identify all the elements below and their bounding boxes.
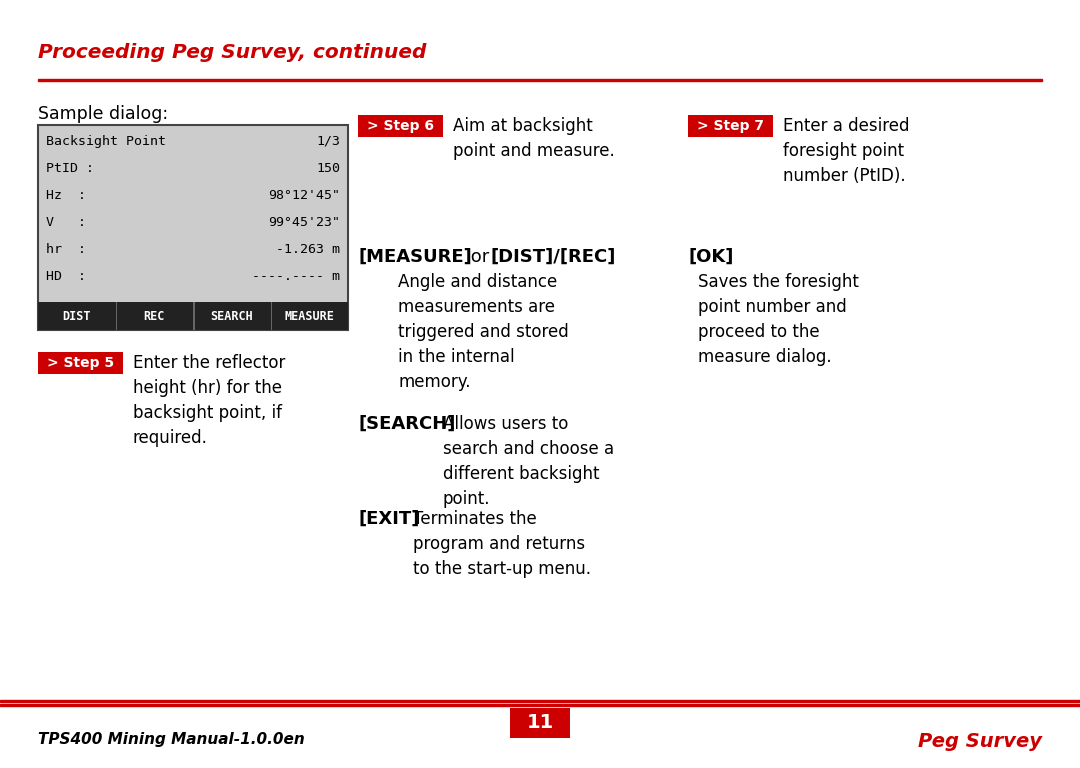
Text: SEARCH: SEARCH: [211, 310, 253, 323]
Bar: [357, 115, 443, 137]
Text: 98°12'45": 98°12'45": [268, 189, 340, 202]
Text: ----.---- m: ----.---- m: [252, 270, 340, 283]
Bar: [38, 125, 348, 330]
Text: REC: REC: [144, 310, 165, 323]
Text: 150: 150: [316, 162, 340, 175]
Text: [DIST]/[REC]: [DIST]/[REC]: [491, 248, 617, 266]
Text: Backsight Point: Backsight Point: [46, 135, 166, 148]
Text: Terminates the
program and returns
to the start-up menu.: Terminates the program and returns to th…: [413, 510, 591, 578]
Text: Hz  :: Hz :: [46, 189, 86, 202]
Text: Angle and distance
measurements are
triggered and stored
in the internal
memory.: Angle and distance measurements are trig…: [399, 273, 569, 391]
Text: MEASURE: MEASURE: [284, 310, 334, 323]
Bar: [116, 302, 117, 330]
Bar: [38, 352, 123, 374]
Bar: [270, 302, 272, 330]
Text: Saves the foresight
point number and
proceed to the
measure dialog.: Saves the foresight point number and pro…: [698, 273, 859, 366]
Text: 11: 11: [526, 713, 554, 733]
Bar: [0, 704, 1080, 706]
Text: PtID :: PtID :: [46, 162, 94, 175]
Text: > Step 5: > Step 5: [46, 356, 114, 370]
Text: -1.263 m: -1.263 m: [276, 243, 340, 256]
Bar: [38, 79, 1042, 81]
Text: > Step 6: > Step 6: [367, 119, 434, 133]
Text: Proceeding Peg Survey, continued: Proceeding Peg Survey, continued: [38, 43, 427, 62]
Bar: [688, 115, 773, 137]
Text: Enter the reflector
height (hr) for the
backsight point, if
required.: Enter the reflector height (hr) for the …: [133, 354, 285, 447]
Text: Enter a desired
foresight point
number (PtID).: Enter a desired foresight point number (…: [783, 117, 909, 185]
Text: [OK]: [OK]: [688, 248, 733, 266]
Text: Peg Survey: Peg Survey: [918, 732, 1042, 751]
Text: Allows users to
search and choose a
different backsight
point.: Allows users to search and choose a diff…: [443, 415, 615, 508]
Text: DIST: DIST: [63, 310, 91, 323]
Bar: [0, 700, 1080, 702]
Text: HD  :: HD :: [46, 270, 86, 283]
Text: or: or: [465, 248, 495, 266]
Text: [EXIT]: [EXIT]: [357, 510, 419, 528]
Text: V   :: V :: [46, 216, 86, 229]
Text: hr  :: hr :: [46, 243, 86, 256]
Text: TPS400 Mining Manual-1.0.0en: TPS400 Mining Manual-1.0.0en: [38, 732, 305, 747]
Bar: [510, 708, 570, 738]
Bar: [193, 302, 194, 330]
Text: [MEASURE]: [MEASURE]: [357, 248, 472, 266]
Text: Sample dialog:: Sample dialog:: [38, 105, 168, 123]
Text: 1/3: 1/3: [316, 135, 340, 148]
Text: > Step 7: > Step 7: [697, 119, 764, 133]
Bar: [38, 302, 348, 330]
Text: 99°45'23": 99°45'23": [268, 216, 340, 229]
Text: Aim at backsight
point and measure.: Aim at backsight point and measure.: [453, 117, 615, 160]
Text: [SEARCH]: [SEARCH]: [357, 415, 456, 433]
